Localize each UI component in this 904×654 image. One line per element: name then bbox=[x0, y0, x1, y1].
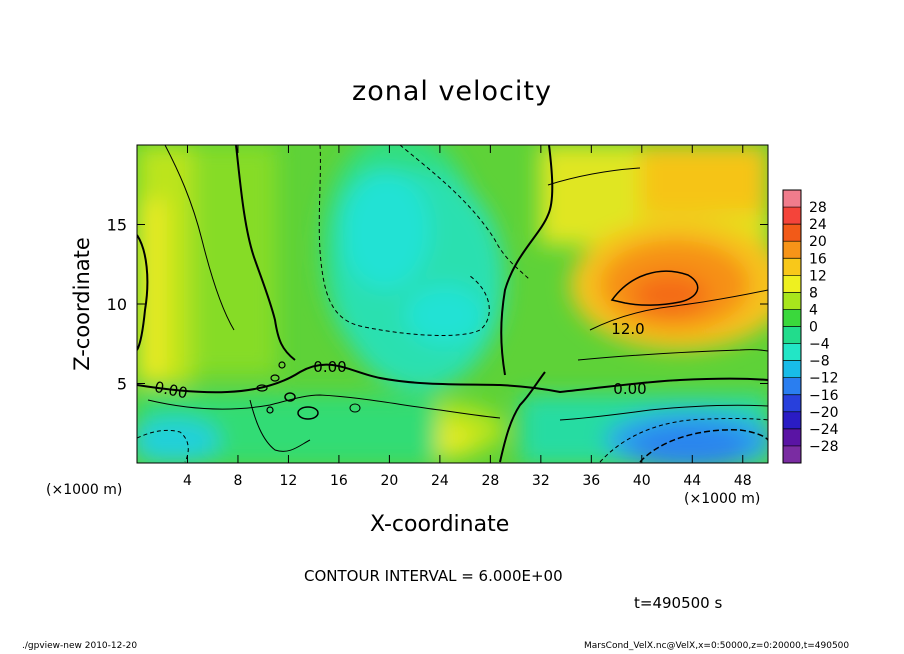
x-unit-label-left: (×1000 m) bbox=[46, 482, 123, 498]
colorbar-label: 4 bbox=[809, 302, 818, 318]
colorbar-segment bbox=[783, 360, 801, 379]
x-tick-label: 48 bbox=[734, 473, 752, 489]
colorbar-label: 16 bbox=[809, 251, 827, 267]
colorbar-segment bbox=[783, 207, 801, 225]
x-unit-label-right: (×1000 m) bbox=[684, 491, 761, 507]
x-tick-label: 24 bbox=[431, 473, 449, 489]
colorbar-label: −16 bbox=[809, 388, 839, 404]
colorbar-segment bbox=[783, 275, 801, 293]
colorbar-segment bbox=[783, 377, 801, 396]
colorbar-segment bbox=[783, 428, 801, 447]
colorbar-label: 0 bbox=[809, 320, 818, 336]
x-tick-label: 40 bbox=[633, 473, 651, 489]
colorbar-segment bbox=[783, 241, 801, 259]
colorbar-label: 28 bbox=[809, 200, 827, 216]
colorbar-segment bbox=[783, 343, 801, 362]
x-tick-label: 32 bbox=[532, 473, 550, 489]
colorbar-label: 12 bbox=[809, 268, 827, 284]
y-axis-label: Z-coordinate bbox=[70, 237, 94, 371]
x-tick-label: 16 bbox=[330, 473, 348, 489]
x-tick-label: 8 bbox=[233, 473, 242, 489]
velocity-field bbox=[137, 145, 768, 463]
y-tick-label: 15 bbox=[107, 216, 127, 235]
x-axis: 4 8 12 16 20 24 28 32 36 40 44 48 bbox=[183, 145, 752, 489]
colorbar-label: −20 bbox=[809, 405, 839, 421]
colorbar-label: −24 bbox=[809, 422, 839, 438]
colorbar-label: −28 bbox=[809, 439, 839, 455]
x-tick-label: 44 bbox=[683, 473, 701, 489]
y-tick-label: 10 bbox=[107, 295, 127, 314]
colorbar-segment bbox=[783, 309, 801, 327]
contour-label: 0.00 bbox=[313, 358, 346, 376]
footer-program-info: ./gpview-new 2010-12-20 bbox=[22, 641, 138, 651]
colorbar-segment bbox=[783, 411, 801, 430]
colorbar-segment bbox=[783, 190, 801, 208]
contour-label: 0.00 bbox=[613, 380, 646, 398]
contour-lines bbox=[137, 145, 768, 463]
x-tick-label: 28 bbox=[481, 473, 499, 489]
x-tick-label: 4 bbox=[183, 473, 192, 489]
colorbar-label: 20 bbox=[809, 234, 827, 250]
footer-data-source: MarsCond_VelX.nc@VelX,x=0:50000,z=0:2000… bbox=[584, 641, 850, 651]
x-tick-label: 36 bbox=[582, 473, 600, 489]
colorbar-segment bbox=[783, 394, 801, 413]
chart-title: zonal velocity bbox=[352, 76, 552, 107]
colorbar-label: 8 bbox=[809, 285, 818, 301]
colorbar-segment bbox=[783, 224, 801, 242]
colorbar-label: 24 bbox=[809, 217, 827, 233]
colorbar-label: −12 bbox=[809, 371, 839, 387]
colorbar-label: −4 bbox=[809, 337, 830, 353]
colorbar-segment bbox=[783, 445, 801, 464]
time-label: t=490500 s bbox=[634, 594, 723, 612]
x-axis-label: X-coordinate bbox=[370, 512, 510, 537]
colorbar-segment bbox=[783, 292, 801, 310]
y-tick-label: 5 bbox=[117, 375, 127, 394]
colorbar-label: −8 bbox=[809, 354, 830, 370]
x-tick-label: 20 bbox=[380, 473, 398, 489]
y-axis: 5 10 15 bbox=[107, 216, 768, 394]
contour-interval-label: CONTOUR INTERVAL = 6.000E+00 bbox=[304, 567, 563, 585]
x-tick-label: 12 bbox=[280, 473, 298, 489]
contour-label: 12.0 bbox=[611, 320, 644, 338]
colorbar-segment bbox=[783, 258, 801, 276]
colorbar-segment bbox=[783, 326, 801, 345]
